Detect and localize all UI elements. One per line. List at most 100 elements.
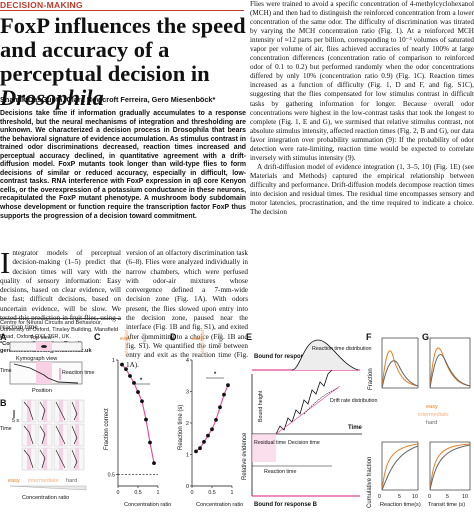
kymograph-trace xyxy=(39,401,46,421)
kymograph-grid xyxy=(21,399,85,471)
section-tag: DECISION-MAKING xyxy=(0,0,83,10)
rt-dist-hard xyxy=(381,360,419,389)
time-label-e: Time xyxy=(348,425,363,431)
plot-frame-g-top xyxy=(429,337,471,389)
scale-bar-label: 5 s xyxy=(12,418,19,424)
reaction-time-distribution xyxy=(291,339,359,371)
data-point xyxy=(198,446,202,451)
kymograph-cell-zone xyxy=(59,400,63,422)
data-point xyxy=(194,449,198,454)
time-axis-label-a: Time xyxy=(0,368,12,374)
data-point xyxy=(128,374,132,378)
concentration-ratio-label-b: Concentration ratio xyxy=(22,495,69,501)
data-point xyxy=(140,399,144,404)
cumulative-fraction-label: Cumulative fraction xyxy=(367,457,373,508)
y-tick-label: 4 xyxy=(186,358,189,364)
transit-dist-easy xyxy=(429,347,471,389)
plot-frame-f-bottom xyxy=(381,441,419,491)
fraction-label: Fraction xyxy=(368,368,374,390)
body-column-3: Flies were trained to avoid a specific c… xyxy=(250,0,474,327)
bound-a-label: Bound for response A xyxy=(254,354,317,360)
kymograph-trace xyxy=(23,449,34,469)
residual-time-box xyxy=(252,434,276,462)
difficulty-wedge xyxy=(9,485,87,491)
kymograph-trace xyxy=(55,449,66,469)
figure-svg: A Top view Kymograph view Time Reaction … xyxy=(0,327,471,508)
data-point xyxy=(136,390,140,394)
xtick-f-10: 10 xyxy=(412,494,418,500)
kymograph-zone xyxy=(36,362,52,384)
panel-letter-d: D xyxy=(170,332,177,342)
x-tick-label: 0 xyxy=(191,490,194,496)
kymograph-cell-zone xyxy=(59,448,63,470)
transit-cdf-easy xyxy=(429,443,471,491)
drop-cap: I xyxy=(0,245,11,280)
transit-dist-hard xyxy=(429,354,471,389)
y-tick-label: 2 xyxy=(186,421,189,427)
rt-cdf-easy xyxy=(381,443,419,491)
kymograph-cell-zone xyxy=(27,400,31,422)
article-title: FoxP influences the speed and accuracy o… xyxy=(0,13,246,110)
panel-letter-g: G xyxy=(422,332,429,342)
bound-b-label: Bound for response B xyxy=(254,502,318,508)
chart-d: 0 1 2 3 4 0 0.5 1 * xyxy=(186,358,233,496)
panel-letter-b: B xyxy=(0,398,7,408)
chart-c: 0.5 1 0 0.5 1 * xyxy=(108,358,160,496)
xlabel-g: Transit time (s) xyxy=(428,502,465,508)
condition-easy-b: easy xyxy=(8,478,20,484)
y-tick-label: 1 xyxy=(112,358,115,364)
condition-easy-c: easy xyxy=(120,336,132,342)
data-point xyxy=(152,461,156,465)
residual-time-label: Residual time xyxy=(254,440,286,446)
x-tick-label: 1 xyxy=(157,490,160,496)
data-point xyxy=(222,392,226,397)
data-point xyxy=(226,383,230,388)
kymograph-cell-zone xyxy=(75,448,79,470)
data-point xyxy=(214,417,218,422)
figure-1: A Top view Kymograph view Time Reaction … xyxy=(0,327,474,513)
condition-intermediate-b: intermediate xyxy=(28,478,59,484)
x-tick-label: 1 xyxy=(231,490,234,496)
panel-letter-c: C xyxy=(94,332,101,342)
ylabel-d: Reaction time (s) xyxy=(178,405,184,450)
y-tick-label: 0 xyxy=(186,484,189,490)
kymograph-trace xyxy=(71,449,78,469)
header-rule xyxy=(0,10,244,11)
rt-cdf-hard xyxy=(381,445,419,491)
kymograph-view-label: Kymograph view xyxy=(16,356,58,362)
kymograph-cell-zone xyxy=(27,448,31,470)
bound-height-label: Bound height xyxy=(258,390,264,422)
data-point xyxy=(206,433,210,438)
data-point xyxy=(120,362,124,367)
reaction-time-label-a: Reaction time xyxy=(62,370,94,376)
paragraph: A drift-diffusion model of evidence inte… xyxy=(250,162,474,217)
position-label: Position xyxy=(32,388,52,394)
x-tick-label: 0.5 xyxy=(208,490,215,496)
condition-hard-b: hard xyxy=(66,478,77,484)
condition-intermediate-c: intermediate xyxy=(124,330,130,356)
data-point xyxy=(202,440,206,444)
data-point xyxy=(124,367,128,372)
evidence-trace xyxy=(275,369,333,435)
condition-hard-c: hard xyxy=(142,333,148,344)
data-point xyxy=(148,440,152,445)
fly-icon xyxy=(41,345,47,348)
affiliation-rule xyxy=(0,318,121,319)
ylabel-c: Fraction correct xyxy=(104,408,110,450)
xtick-f-0: 0 xyxy=(378,494,381,500)
rt-dist-easy xyxy=(381,350,419,389)
legend-hard: hard xyxy=(426,420,437,426)
fly-trajectory xyxy=(13,363,79,384)
legend-easy: easy xyxy=(426,404,438,410)
significance-marker: * xyxy=(140,378,143,384)
xtick-g-0: 0 xyxy=(428,494,431,500)
time-axis-label-b: Time xyxy=(0,426,12,432)
xlabel-d: Concentration ratio xyxy=(196,502,243,508)
transit-cdf-hard xyxy=(429,444,471,491)
abstract: Decisions take time if information gradu… xyxy=(0,110,246,220)
kymograph-trace xyxy=(71,425,78,445)
decision-time-label: Decision time xyxy=(288,440,320,446)
plot-frame-f-top xyxy=(381,337,419,389)
xlabel-f: Reaction time(s) xyxy=(380,502,421,508)
significance-marker: * xyxy=(214,372,217,378)
